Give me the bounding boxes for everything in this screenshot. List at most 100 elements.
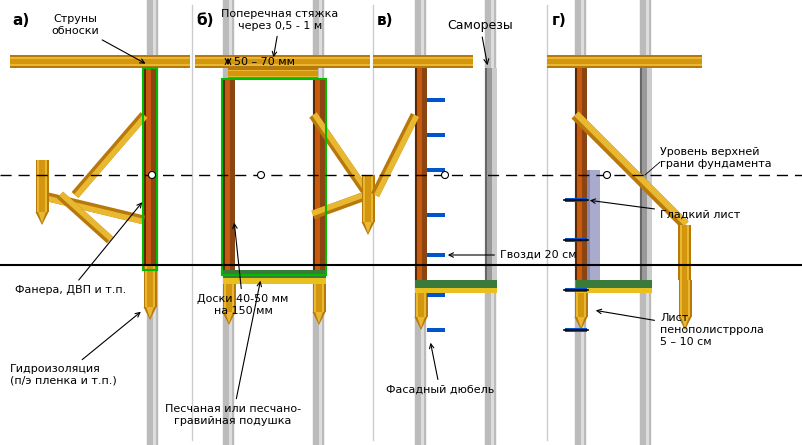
Polygon shape (581, 0, 585, 445)
Text: Фанера, ДВП и т.п.: Фанера, ДВП и т.п. (15, 203, 141, 295)
Polygon shape (582, 68, 587, 280)
Polygon shape (678, 317, 691, 330)
Polygon shape (228, 70, 318, 77)
Polygon shape (226, 275, 232, 312)
Text: Гладкий лист: Гладкий лист (591, 199, 740, 220)
Polygon shape (577, 317, 585, 328)
Polygon shape (144, 265, 156, 307)
Text: г): г) (552, 13, 567, 28)
Polygon shape (228, 68, 318, 79)
Text: Песчаная или песчано-
гравийная подушка: Песчаная или песчано- гравийная подушка (165, 282, 301, 426)
Polygon shape (547, 55, 702, 68)
Polygon shape (427, 213, 445, 217)
Polygon shape (547, 59, 702, 64)
Polygon shape (229, 0, 233, 445)
Text: Доски 40-50 мм
на 150 мм: Доски 40-50 мм на 150 мм (197, 224, 289, 316)
Polygon shape (574, 317, 588, 330)
Polygon shape (492, 68, 497, 280)
Polygon shape (313, 79, 325, 275)
Polygon shape (484, 0, 496, 445)
Polygon shape (315, 312, 323, 323)
Polygon shape (311, 191, 370, 219)
Polygon shape (371, 113, 419, 197)
Polygon shape (640, 68, 652, 280)
Polygon shape (574, 111, 689, 226)
Polygon shape (680, 280, 690, 317)
Polygon shape (223, 270, 326, 278)
Polygon shape (373, 55, 473, 68)
Polygon shape (222, 0, 233, 445)
Polygon shape (10, 59, 190, 64)
Polygon shape (485, 68, 488, 280)
Circle shape (603, 171, 610, 178)
Polygon shape (565, 288, 587, 292)
Polygon shape (195, 57, 370, 66)
Polygon shape (144, 68, 147, 265)
Polygon shape (319, 0, 322, 445)
Polygon shape (681, 317, 689, 328)
Polygon shape (576, 280, 652, 288)
Polygon shape (427, 328, 445, 332)
Polygon shape (427, 133, 445, 137)
Polygon shape (427, 253, 445, 257)
Polygon shape (222, 312, 236, 325)
Polygon shape (313, 275, 326, 312)
Circle shape (148, 171, 156, 178)
Polygon shape (39, 160, 45, 212)
Polygon shape (144, 307, 156, 320)
Polygon shape (575, 68, 577, 280)
Text: Фасадный дюбель: Фасадный дюбель (386, 344, 494, 395)
Polygon shape (415, 68, 427, 280)
Text: Поперечная стяжка
через 0,5 - 1 м: Поперечная стяжка через 0,5 - 1 м (221, 9, 338, 56)
Polygon shape (373, 59, 473, 64)
Polygon shape (71, 112, 148, 198)
Polygon shape (223, 79, 225, 275)
Polygon shape (223, 278, 326, 284)
Polygon shape (491, 0, 494, 445)
Polygon shape (314, 275, 323, 312)
Polygon shape (565, 238, 587, 242)
Text: 50 – 70 мм: 50 – 70 мм (234, 57, 295, 67)
Polygon shape (639, 0, 650, 445)
Polygon shape (39, 190, 145, 224)
Polygon shape (152, 68, 156, 265)
Polygon shape (362, 175, 375, 222)
Polygon shape (374, 114, 419, 197)
Polygon shape (678, 225, 691, 280)
Polygon shape (422, 68, 427, 280)
Polygon shape (225, 312, 233, 323)
Polygon shape (587, 170, 600, 280)
Polygon shape (574, 0, 585, 445)
Text: Гвозди 20 см: Гвозди 20 см (449, 250, 577, 260)
Polygon shape (682, 225, 687, 280)
Polygon shape (640, 68, 642, 280)
Text: в): в) (377, 13, 394, 28)
Polygon shape (57, 192, 113, 243)
Polygon shape (373, 57, 473, 66)
Polygon shape (10, 57, 190, 66)
Polygon shape (683, 280, 687, 317)
Polygon shape (195, 55, 370, 68)
Polygon shape (485, 68, 497, 280)
Circle shape (441, 171, 448, 178)
Text: Саморезы: Саморезы (448, 19, 512, 64)
Polygon shape (59, 192, 113, 241)
Polygon shape (362, 222, 375, 235)
Polygon shape (225, 275, 233, 312)
Polygon shape (147, 0, 157, 445)
Text: а): а) (12, 13, 29, 28)
Polygon shape (310, 113, 371, 198)
Text: Уровень верхней
грани фундамента: Уровень верхней грани фундамента (660, 147, 772, 169)
Text: Лист
пенополистррола
5 – 10 см: Лист пенополистррола 5 – 10 см (597, 309, 764, 347)
Polygon shape (311, 191, 368, 216)
Polygon shape (427, 98, 445, 102)
Polygon shape (148, 265, 152, 307)
Polygon shape (366, 175, 371, 222)
Polygon shape (574, 280, 588, 317)
Text: б): б) (196, 13, 213, 28)
Polygon shape (320, 79, 325, 275)
Polygon shape (415, 280, 497, 288)
Text: Гидроизоляция
(п/э пленка и т.п.): Гидроизоляция (п/э пленка и т.п.) (10, 312, 140, 386)
Polygon shape (222, 275, 236, 312)
Polygon shape (146, 307, 154, 318)
